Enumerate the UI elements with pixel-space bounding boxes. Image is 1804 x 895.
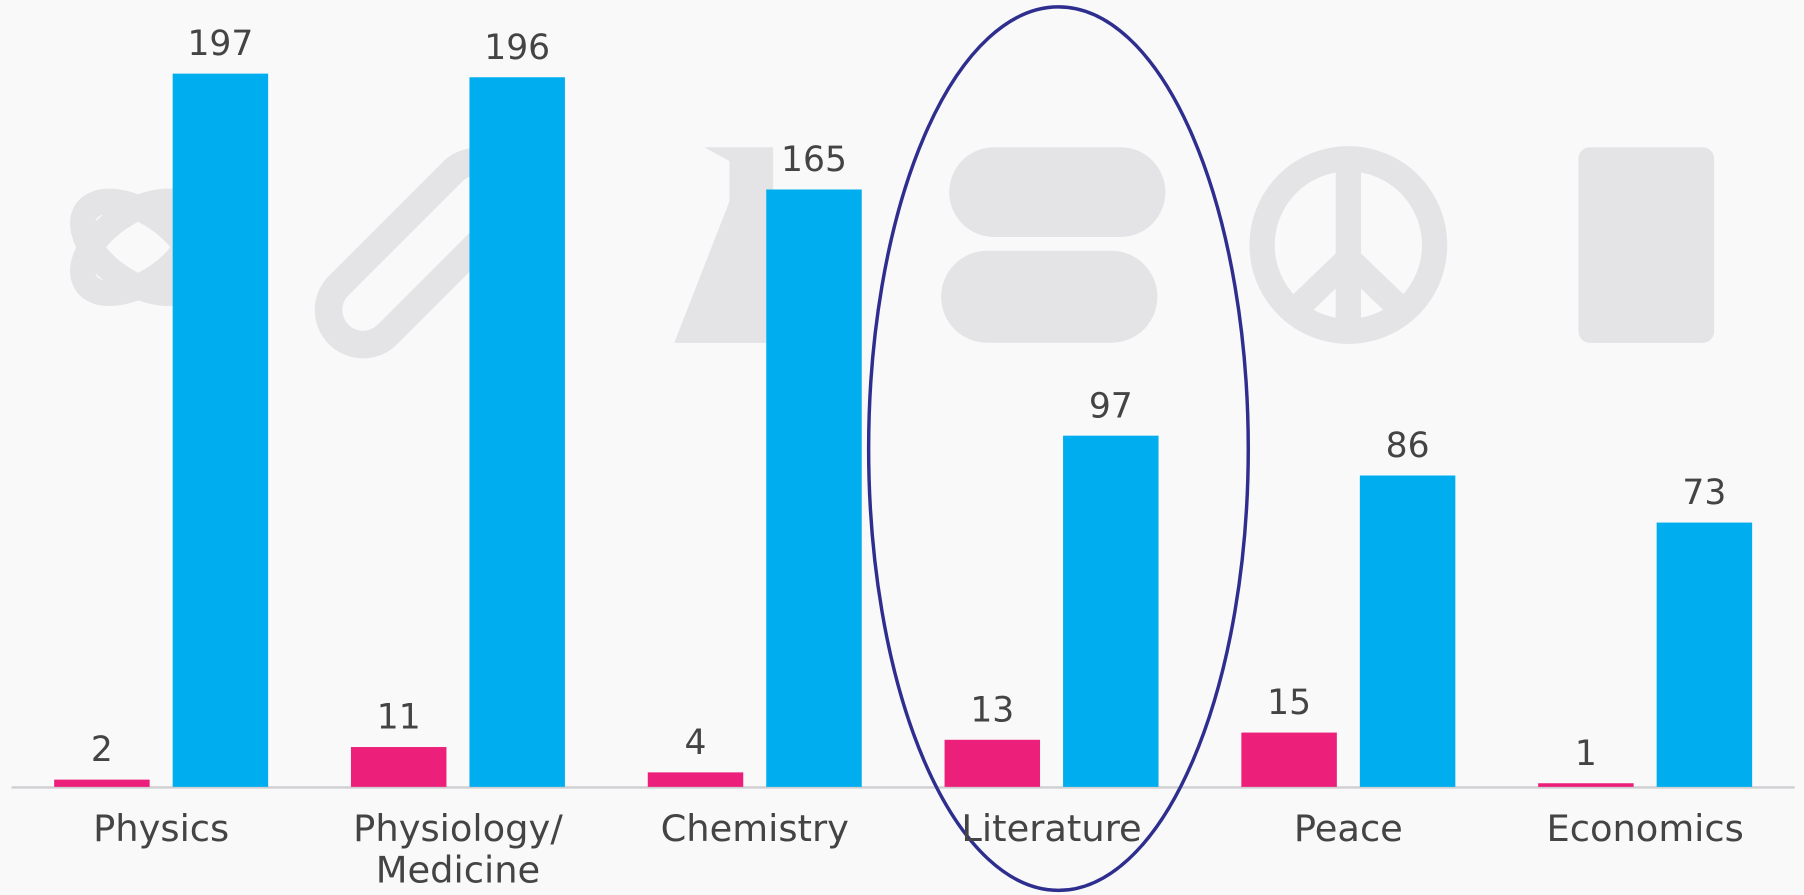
value-label: 1 (1575, 734, 1597, 774)
value-label: 73 (1682, 473, 1726, 513)
icon-calculator (1578, 147, 1715, 343)
bar (469, 77, 565, 787)
value-label: 97 (1089, 386, 1133, 426)
x-tick-label: Chemistry (660, 807, 849, 851)
x-tick-label: Economics (1546, 807, 1744, 851)
bar (54, 779, 150, 787)
bar (944, 739, 1041, 787)
value-label: 196 (484, 28, 550, 68)
value-label: 165 (781, 140, 847, 180)
icon-peace (1249, 146, 1448, 344)
highlight-ellipse (866, 5, 1250, 893)
x-tick-label: Physics (93, 807, 230, 851)
x-tick-label: Physiology/ Medicine (353, 807, 563, 892)
bar (1241, 732, 1337, 787)
icon-book (949, 147, 1166, 237)
category-label-box: Economics (1546, 807, 1744, 851)
value-label: 4 (685, 723, 707, 763)
category-label-box: Chemistry (660, 807, 849, 851)
x-tick-label: Peace (1293, 807, 1403, 851)
category-label-box: Physiology/ Medicine (353, 807, 563, 892)
value-label: 2 (91, 730, 113, 770)
category-label-box: Peace (1293, 807, 1403, 851)
bar (647, 772, 744, 787)
category-label-box: Literature (961, 807, 1142, 851)
bar (172, 73, 269, 787)
bar (1538, 783, 1634, 787)
value-label: 11 (377, 698, 421, 738)
category-label-box: Physics (93, 807, 230, 851)
value-label: 15 (1267, 683, 1311, 723)
bar (1063, 435, 1159, 787)
bar (350, 747, 447, 787)
value-label: 86 (1386, 426, 1430, 466)
value-label: 197 (187, 24, 253, 64)
bar (766, 189, 862, 787)
icon-book (941, 250, 1158, 343)
value-label: 13 (970, 690, 1014, 730)
background-icons (70, 146, 1715, 359)
x-tick-label: Literature (961, 807, 1142, 851)
bar (1359, 475, 1456, 787)
bars: 2 197 11 196 4 165 13 97 15 86 1 73 (54, 24, 1753, 787)
bar (1656, 522, 1753, 787)
